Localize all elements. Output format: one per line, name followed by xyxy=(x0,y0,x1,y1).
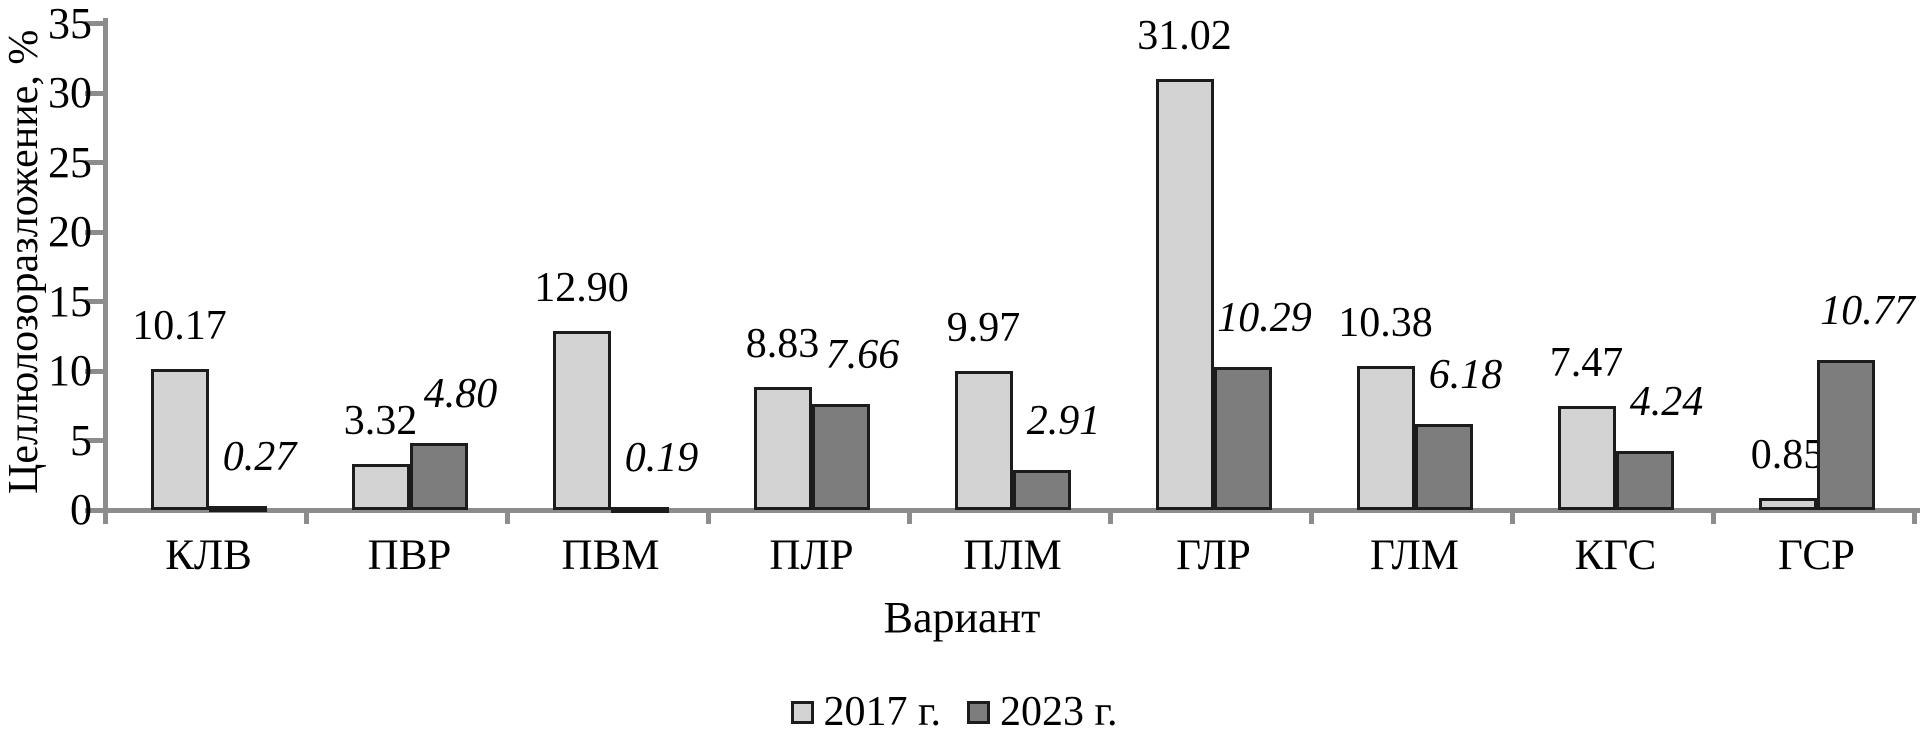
legend-item-2023: 2023 г. xyxy=(967,688,1118,733)
legend-item-2017: 2017 г. xyxy=(790,688,942,733)
bar-s0-c3 xyxy=(753,387,812,510)
bar-s0-c0 xyxy=(150,369,209,510)
x-tick xyxy=(907,508,912,524)
y-tick xyxy=(85,90,108,96)
y-tick xyxy=(85,438,108,443)
bar-s1-c4 xyxy=(1012,470,1071,510)
category-label-1: ПВР xyxy=(367,532,452,579)
x-tick xyxy=(505,508,510,524)
x-tick xyxy=(1510,508,1515,524)
value-label-s0-c8: 0.85 xyxy=(1750,432,1825,478)
bar-s1-c6 xyxy=(1414,424,1473,510)
category-label-0: КЛВ xyxy=(165,532,252,579)
bar-s0-c8 xyxy=(1758,498,1817,510)
bar-s1-c1 xyxy=(409,443,468,510)
y-axis-line xyxy=(103,18,108,513)
y-tick xyxy=(85,368,108,374)
y-tick-label: 30 xyxy=(48,68,92,117)
bar-s1-c8 xyxy=(1816,360,1875,510)
bar-s1-c5 xyxy=(1213,367,1272,510)
bar-s1-c2 xyxy=(610,507,669,513)
category-label-3: ПЛР xyxy=(769,532,854,579)
bar-s0-c7 xyxy=(1557,406,1616,510)
value-label-s0-c1: 3.32 xyxy=(343,398,418,444)
value-label-s0-c4: 9.97 xyxy=(946,305,1021,351)
category-label-5: ГЛР xyxy=(1176,532,1251,579)
y-tick-label: 20 xyxy=(48,207,92,256)
x-tick xyxy=(304,508,309,524)
bar-s0-c1 xyxy=(351,464,410,510)
value-label-s1-c3: 7.66 xyxy=(825,332,900,378)
x-tick xyxy=(103,508,108,524)
x-axis-title: Вариант xyxy=(883,593,1041,642)
bar-s1-c7 xyxy=(1615,451,1674,510)
y-tick-label: 25 xyxy=(48,137,92,187)
x-tick xyxy=(706,508,711,524)
category-label-7: КГС xyxy=(1574,532,1657,579)
legend-label-2023: 2023 г. xyxy=(1000,689,1118,733)
value-label-s1-c0: 0.27 xyxy=(222,434,297,480)
value-label-s1-c8: 10.77 xyxy=(1820,288,1915,334)
y-tick-label: 15 xyxy=(48,276,92,326)
y-tick xyxy=(85,21,108,26)
value-label-s0-c0: 10.17 xyxy=(132,303,227,349)
y-tick-label: 0 xyxy=(70,485,92,534)
category-label-8: ГСР xyxy=(1778,532,1855,579)
x-tick xyxy=(1309,508,1314,524)
value-label-s0-c6: 10.38 xyxy=(1338,300,1433,346)
value-label-s1-c1: 4.80 xyxy=(423,371,498,417)
x-tick xyxy=(1108,508,1113,524)
category-label-2: ПВМ xyxy=(561,532,660,579)
y-tick-label: 35 xyxy=(48,0,92,48)
value-label-s0-c7: 7.47 xyxy=(1549,340,1624,386)
category-label-6: ГЛМ xyxy=(1369,532,1460,579)
value-label-s0-c5: 31.02 xyxy=(1137,13,1232,59)
bar-s0-c2 xyxy=(552,331,611,510)
value-label-s1-c5: 10.29 xyxy=(1217,295,1312,341)
value-label-s0-c3: 8.83 xyxy=(745,321,820,367)
legend-label-2017: 2017 г. xyxy=(823,689,942,733)
chart-legend: 2017 г. 2023 г. xyxy=(0,688,1908,733)
value-label-s1-c6: 6.18 xyxy=(1428,352,1503,398)
y-tick xyxy=(85,299,108,304)
bar-s0-c5 xyxy=(1155,79,1214,510)
legend-swatch-2017-icon xyxy=(790,700,814,724)
y-tick-label: 10 xyxy=(48,346,92,395)
bar-s0-c4 xyxy=(954,371,1013,510)
y-tick xyxy=(85,160,108,165)
value-label-s1-c7: 4.24 xyxy=(1629,379,1704,425)
value-label-s1-c4: 2.91 xyxy=(1026,398,1101,444)
value-label-s1-c2: 0.19 xyxy=(624,435,699,481)
bar-s0-c6 xyxy=(1356,366,1415,510)
category-label-4: ПЛМ xyxy=(963,532,1062,579)
bar-s1-c0 xyxy=(208,506,267,512)
bar-s1-c3 xyxy=(811,404,870,510)
legend-swatch-2023-icon xyxy=(967,700,990,724)
value-label-s0-c2: 12.90 xyxy=(534,265,629,311)
x-tick xyxy=(1912,508,1917,524)
y-tick xyxy=(85,507,108,513)
y-tick xyxy=(85,229,108,235)
x-tick xyxy=(1711,508,1716,524)
y-tick-label: 5 xyxy=(70,415,92,465)
x-axis-line xyxy=(103,508,1920,513)
